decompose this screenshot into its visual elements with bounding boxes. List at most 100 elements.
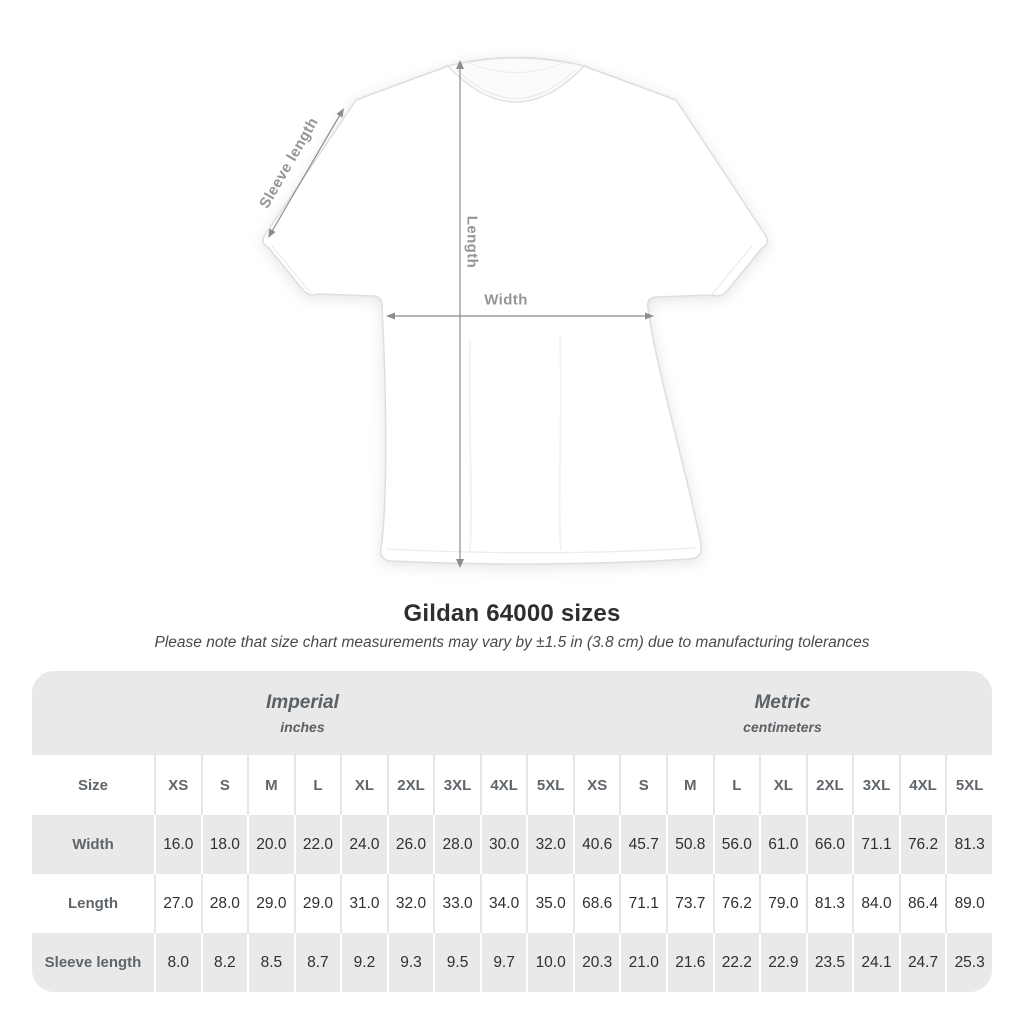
size-col-header-metric: S bbox=[619, 755, 666, 815]
value-cell-imperial: 30.0 bbox=[479, 815, 527, 874]
page-title: Gildan 64000 sizes bbox=[403, 600, 621, 627]
value-cell-imperial: 16.0 bbox=[154, 815, 201, 874]
value-cell-metric: 71.1 bbox=[852, 815, 899, 874]
value-cell-metric: 24.1 bbox=[852, 933, 899, 992]
metric-label: Metric bbox=[754, 691, 811, 713]
value-cell-metric: 22.9 bbox=[759, 933, 806, 992]
measurement-row: Width 16.0 18.0 20.0 22.0 24.0 26.0 28.0 30.0 32.… bbox=[32, 815, 992, 874]
value-cell-imperial: 33.0 bbox=[433, 874, 480, 933]
size-table-body: Size XS S M L XL 2XL 3XL 4XL 5XL XS S M L XL 2XL 3XL 4XL 5… bbox=[32, 755, 992, 992]
value-cell-imperial: 22.0 bbox=[293, 815, 341, 874]
width-label: Width bbox=[484, 291, 528, 309]
value-cell-metric: 76.2 bbox=[712, 874, 760, 933]
right-cuff-seam bbox=[708, 245, 753, 299]
value-cell-metric: 81.3 bbox=[945, 815, 992, 874]
value-cell-metric: 45.7 bbox=[619, 815, 667, 874]
size-table-container: Imperial inches Metric centimeters Size X… bbox=[32, 671, 992, 992]
value-cell-imperial: 9.2 bbox=[340, 933, 387, 992]
value-cell-imperial: 8.5 bbox=[247, 933, 294, 992]
value-cell-imperial: 32.0 bbox=[526, 815, 573, 874]
row-label: Sleeve length bbox=[32, 933, 154, 992]
value-cell-metric: 86.4 bbox=[898, 874, 946, 933]
tshirt-illustration: Sleeve length Length Width bbox=[256, 56, 769, 568]
value-cell-imperial: 31.0 bbox=[340, 874, 387, 933]
value-cell-metric: 24.7 bbox=[898, 933, 946, 992]
size-col-header-metric: L bbox=[712, 755, 760, 815]
size-col-header-metric: XS bbox=[572, 755, 620, 815]
row-label: Width bbox=[32, 815, 154, 874]
sleeve-length-arrow bbox=[268, 108, 344, 238]
value-cell-metric: 89.0 bbox=[945, 874, 992, 933]
length-arrow bbox=[456, 60, 464, 568]
size-col-header-metric: 4XL bbox=[898, 755, 946, 815]
value-cell-imperial: 24.0 bbox=[340, 815, 387, 874]
width-arrow bbox=[386, 312, 654, 320]
size-table: Imperial inches Metric centimeters Size X… bbox=[32, 671, 992, 992]
tshirt-body bbox=[262, 56, 769, 565]
value-cell-metric: 56.0 bbox=[712, 815, 760, 874]
size-col-header-imperial: XS bbox=[154, 755, 201, 815]
value-cell-imperial: 28.0 bbox=[200, 874, 248, 933]
size-col-header-metric: 3XL bbox=[852, 755, 899, 815]
value-cell-imperial: 20.0 bbox=[247, 815, 294, 874]
value-cell-imperial: 9.5 bbox=[433, 933, 480, 992]
value-cell-imperial: 28.0 bbox=[433, 815, 480, 874]
value-cell-metric: 21.6 bbox=[666, 933, 713, 992]
value-cell-metric: 50.8 bbox=[666, 815, 713, 874]
left-cuff-seam bbox=[271, 245, 316, 299]
value-cell-imperial: 29.0 bbox=[293, 874, 341, 933]
fold-line bbox=[468, 339, 472, 553]
measurement-row: Sleeve length 8.0 8.2 8.5 8.7 9.2 9.3 9.5 9.7 10.… bbox=[32, 933, 992, 992]
value-cell-metric: 66.0 bbox=[805, 815, 853, 874]
fold-line bbox=[558, 335, 562, 551]
tolerance-note: Please note that size chart measurements… bbox=[154, 634, 870, 651]
value-cell-imperial: 8.7 bbox=[293, 933, 341, 992]
value-cell-metric: 76.2 bbox=[898, 815, 946, 874]
value-cell-metric: 22.2 bbox=[712, 933, 760, 992]
metric-group-header: Metric centimeters bbox=[572, 671, 992, 755]
length-label: Length bbox=[463, 215, 481, 269]
value-cell-imperial: 29.0 bbox=[247, 874, 294, 933]
size-header-row: Size XS S M L XL 2XL 3XL 4XL 5XL XS S M L XL 2XL 3XL 4XL 5… bbox=[32, 755, 992, 815]
value-cell-metric: 23.5 bbox=[805, 933, 853, 992]
value-cell-imperial: 26.0 bbox=[386, 815, 434, 874]
size-col-header-imperial: 3XL bbox=[433, 755, 480, 815]
tshirt-diagram-svg bbox=[262, 56, 769, 568]
size-col-header-imperial: XL bbox=[340, 755, 387, 815]
size-col-header-metric: 2XL bbox=[805, 755, 853, 815]
value-cell-imperial: 9.3 bbox=[386, 933, 434, 992]
size-col-header-metric: 5XL bbox=[945, 755, 992, 815]
value-cell-metric: 25.3 bbox=[945, 933, 992, 992]
value-cell-imperial: 18.0 bbox=[200, 815, 248, 874]
value-cell-imperial: 10.0 bbox=[526, 933, 573, 992]
size-col-header-metric: XL bbox=[759, 755, 806, 815]
size-corner-header: Size bbox=[77, 776, 108, 794]
value-cell-metric: 40.6 bbox=[572, 815, 620, 874]
size-col-header-imperial: 5XL bbox=[526, 755, 573, 815]
value-cell-metric: 73.7 bbox=[666, 874, 713, 933]
unit-group-header-row: Imperial inches Metric centimeters bbox=[32, 671, 992, 755]
value-cell-imperial: 32.0 bbox=[386, 874, 434, 933]
size-col-header-metric: M bbox=[666, 755, 713, 815]
value-cell-metric: 81.3 bbox=[805, 874, 853, 933]
value-cell-imperial: 8.0 bbox=[154, 933, 201, 992]
value-cell-metric: 20.3 bbox=[572, 933, 620, 992]
value-cell-imperial: 8.2 bbox=[200, 933, 248, 992]
metric-unit-label: centimeters bbox=[743, 718, 822, 735]
measurement-row: Length 27.0 28.0 29.0 29.0 31.0 32.0 33.0 34.0 35… bbox=[32, 874, 992, 933]
imperial-label: Imperial bbox=[266, 691, 339, 713]
value-cell-imperial: 35.0 bbox=[526, 874, 573, 933]
value-cell-metric: 71.1 bbox=[619, 874, 666, 933]
value-cell-imperial: 27.0 bbox=[154, 874, 201, 933]
size-col-header-imperial: M bbox=[247, 755, 294, 815]
size-col-header-imperial: 4XL bbox=[479, 755, 527, 815]
imperial-group-header: Imperial inches bbox=[32, 671, 573, 755]
value-cell-metric: 21.0 bbox=[619, 933, 667, 992]
size-col-header-imperial: S bbox=[200, 755, 248, 815]
row-label: Length bbox=[68, 895, 118, 912]
size-col-header-imperial: L bbox=[293, 755, 341, 815]
value-cell-imperial: 34.0 bbox=[479, 874, 527, 933]
value-cell-imperial: 9.7 bbox=[479, 933, 527, 992]
value-cell-metric: 61.0 bbox=[759, 815, 806, 874]
